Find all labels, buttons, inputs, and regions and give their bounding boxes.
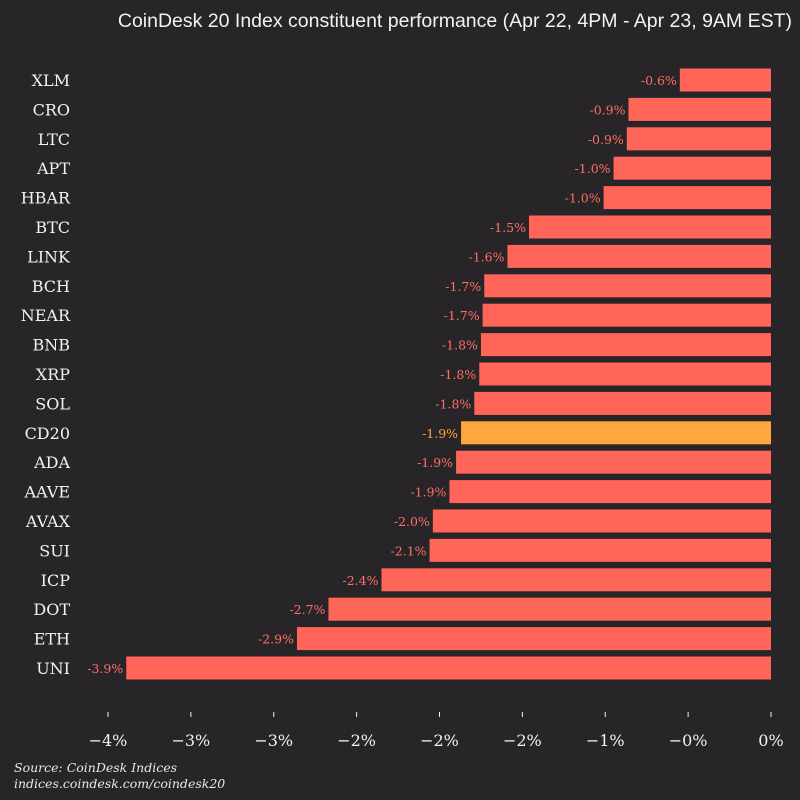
category-label: BCH (32, 277, 70, 296)
data-label: -1.7% (445, 279, 481, 294)
bar-btc (529, 215, 771, 239)
category-label: AAVE (23, 483, 70, 502)
data-label: -1.5% (490, 220, 526, 235)
category-label: HBAR (21, 189, 71, 208)
bar-aave (449, 480, 771, 504)
data-label: -3.9% (87, 661, 123, 676)
x-tick-label: −3% (254, 731, 293, 750)
data-label: -1.8% (442, 338, 478, 353)
category-label: DOT (33, 600, 70, 619)
bar-apt (613, 156, 771, 180)
bar-hbar (603, 186, 771, 210)
bar-sui (429, 538, 771, 562)
data-label: -2.0% (394, 514, 430, 529)
bar-avax (432, 509, 771, 533)
x-tick-label: −4% (89, 731, 128, 750)
bar-cro (628, 97, 771, 121)
data-label: -1.0% (575, 161, 611, 176)
data-label: -2.4% (343, 573, 379, 588)
bar-ada (456, 450, 771, 474)
category-label: NEAR (21, 306, 71, 325)
bar-link (507, 244, 771, 268)
bar-eth (296, 627, 771, 651)
x-tick-label: −0% (669, 731, 708, 750)
x-tick-label: −2% (503, 731, 542, 750)
category-label: LINK (27, 247, 71, 266)
data-label: -0.9% (588, 132, 624, 147)
bar-ltc (626, 127, 771, 151)
bar-near (482, 303, 771, 327)
category-label: XLM (32, 71, 70, 90)
data-label: -1.6% (468, 249, 504, 264)
data-label: -1.9% (410, 485, 446, 500)
chart-title: CoinDesk 20 Index constituent performanc… (117, 10, 792, 32)
data-label: -0.9% (589, 102, 625, 117)
x-tick-label: −3% (171, 731, 210, 750)
x-tick-label: 0% (758, 731, 783, 750)
x-tick-label: −2% (337, 731, 376, 750)
data-label: -1.9% (417, 455, 453, 470)
source-label: Source: CoinDesk Indices (14, 760, 178, 775)
data-label: -1.8% (435, 396, 471, 411)
bar-dot (328, 597, 771, 621)
category-label: ETH (34, 630, 70, 649)
category-label: SOL (35, 394, 70, 413)
data-label: -2.7% (289, 602, 325, 617)
data-label: -1.8% (440, 367, 476, 382)
data-label: -1.7% (444, 308, 480, 323)
category-label: ICP (41, 571, 71, 590)
category-label: LTC (38, 130, 70, 149)
bar-bnb (480, 333, 771, 357)
bar-sol (474, 391, 771, 415)
data-label: -0.6% (641, 73, 677, 88)
category-label: SUI (39, 541, 70, 560)
category-label: AVAX (25, 512, 71, 531)
x-tick-label: −2% (420, 731, 459, 750)
data-label: -2.9% (258, 632, 294, 647)
source-url: indices.coindesk.com/coindesk20 (14, 776, 226, 791)
category-label: CD20 (25, 424, 70, 443)
x-tick-label: −1% (586, 731, 625, 750)
bar-xrp (479, 362, 771, 386)
bar-bch (484, 274, 771, 298)
category-label: UNI (36, 659, 70, 678)
category-label: CRO (33, 100, 70, 119)
bar-xlm (679, 68, 771, 92)
bar-cd20 (461, 421, 771, 445)
data-label: -1.9% (422, 426, 458, 441)
category-label: ADA (33, 453, 70, 472)
category-label: BTC (35, 218, 70, 237)
bar-uni (126, 656, 772, 680)
data-label: -2.1% (391, 543, 427, 558)
category-label: APT (36, 159, 70, 178)
category-label: BNB (32, 336, 70, 355)
data-label: -1.0% (565, 191, 601, 206)
category-label: XRP (36, 365, 70, 384)
bar-icp (381, 568, 771, 592)
